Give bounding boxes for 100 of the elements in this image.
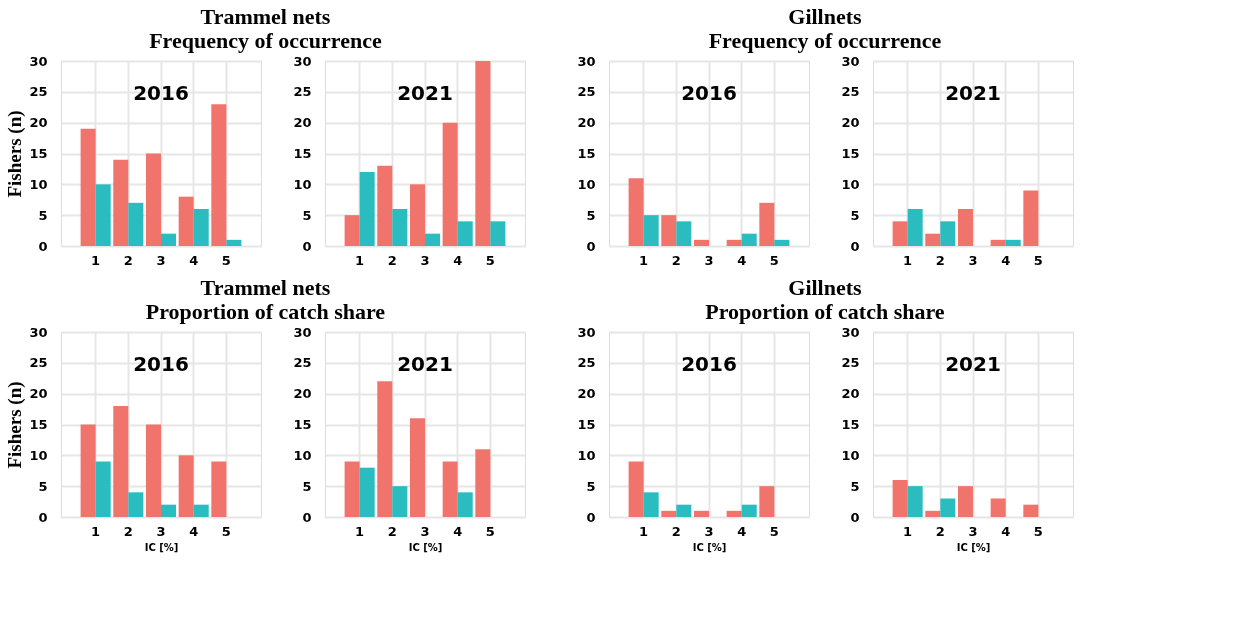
bar (359, 172, 375, 246)
x-tick-label: 3 (704, 252, 714, 268)
bar (1023, 504, 1039, 517)
bar (80, 424, 96, 517)
text: 2021 (397, 81, 453, 106)
y-tick-label: 25 (29, 355, 48, 371)
y-tick-label: 25 (293, 355, 312, 371)
bar (392, 209, 408, 246)
y-tick-label: 15 (29, 146, 48, 161)
y-tick-label: 0 (302, 509, 312, 525)
x-tick-label: 3 (420, 523, 430, 539)
bar (1005, 239, 1021, 246)
y-tick-label: 5 (850, 207, 860, 223)
x-tick-label: 2 (671, 252, 681, 268)
x-axis-title: IC [%] (144, 541, 179, 553)
y-tick-label: 25 (29, 84, 48, 100)
text: Trammel nets (200, 274, 331, 300)
bar (940, 221, 956, 246)
y-tick-label: 10 (841, 176, 860, 192)
x-tick-label: 2 (935, 252, 945, 268)
text: 2021 (945, 81, 1001, 106)
bar (409, 418, 425, 517)
x-tick-label: 5 (1033, 252, 1043, 268)
x-tick-label: 1 (903, 523, 913, 539)
x-tick-label: 1 (355, 252, 365, 268)
y-tick-label: 20 (841, 115, 860, 131)
y-tick-label: 10 (293, 447, 312, 463)
y-tick-label: 20 (293, 115, 312, 131)
bar (693, 239, 709, 246)
y-tick-label: 10 (841, 447, 860, 463)
bar (628, 178, 644, 246)
y-tick-label: 0 (586, 238, 596, 254)
text: Gillnets (788, 274, 863, 300)
y-axis-title: Fishers (n) (4, 110, 27, 198)
text: Trammel nets (200, 3, 331, 29)
x-axis-title: IC [%] (408, 541, 443, 553)
text: 2021 (945, 352, 1001, 377)
x-axis-title: IC [%] (956, 541, 991, 553)
bar (392, 486, 408, 517)
x-tick-label: 4 (189, 252, 199, 268)
y-tick-label: 20 (293, 386, 312, 402)
bar (425, 233, 441, 246)
bar (741, 504, 757, 517)
y-tick-label: 30 (29, 53, 48, 69)
x-tick-label: 2 (387, 523, 397, 539)
x-tick-label: 2 (671, 523, 681, 539)
bar (145, 153, 161, 246)
y-tick-label: 0 (850, 238, 860, 254)
bar (95, 184, 111, 246)
bar (643, 492, 659, 517)
text: 2016 (681, 81, 737, 106)
x-tick-label: 4 (1001, 252, 1011, 268)
bar (726, 510, 742, 517)
y-tick-label: 5 (850, 478, 860, 494)
bar (442, 122, 458, 246)
x-tick-label: 1 (639, 523, 649, 539)
bar (113, 406, 129, 517)
bar (940, 498, 956, 517)
bar (957, 209, 973, 246)
bar (193, 209, 209, 246)
bar (925, 510, 941, 517)
bar (161, 233, 177, 246)
y-tick-label: 5 (586, 478, 596, 494)
bar (475, 449, 491, 517)
bar (475, 61, 491, 246)
y-tick-label: 30 (577, 324, 596, 340)
x-tick-label: 4 (453, 252, 463, 268)
text: Proportion of catch share (145, 298, 386, 324)
y-tick-label: 25 (293, 84, 312, 100)
bar (145, 424, 161, 517)
y-tick-label: 20 (577, 386, 596, 402)
y-tick-label: 15 (293, 417, 312, 432)
y-tick-label: 5 (302, 207, 312, 223)
bar (990, 239, 1006, 246)
x-tick-label: 3 (156, 252, 166, 268)
bar (892, 480, 908, 517)
bar (377, 381, 393, 517)
bar (226, 239, 242, 246)
x-tick-label: 2 (123, 252, 133, 268)
y-tick-label: 10 (293, 176, 312, 192)
y-tick-label: 15 (841, 146, 860, 161)
y-tick-label: 30 (293, 324, 312, 340)
y-tick-label: 5 (586, 207, 596, 223)
y-tick-label: 0 (38, 509, 48, 525)
bar (957, 486, 973, 517)
y-tick-label: 5 (302, 478, 312, 494)
x-tick-label: 5 (1033, 523, 1043, 539)
text: Frequency of occurrence (149, 27, 382, 53)
bar (925, 233, 941, 246)
bar (344, 215, 360, 246)
x-tick-label: 3 (420, 252, 430, 268)
y-tick-label: 30 (841, 53, 860, 69)
bar (1023, 190, 1039, 246)
bar (359, 467, 375, 517)
bar (344, 461, 360, 517)
y-tick-label: 10 (29, 176, 48, 192)
bar (661, 510, 677, 517)
x-tick-label: 5 (769, 523, 779, 539)
y-tick-label: 0 (38, 238, 48, 254)
bar (759, 202, 775, 246)
